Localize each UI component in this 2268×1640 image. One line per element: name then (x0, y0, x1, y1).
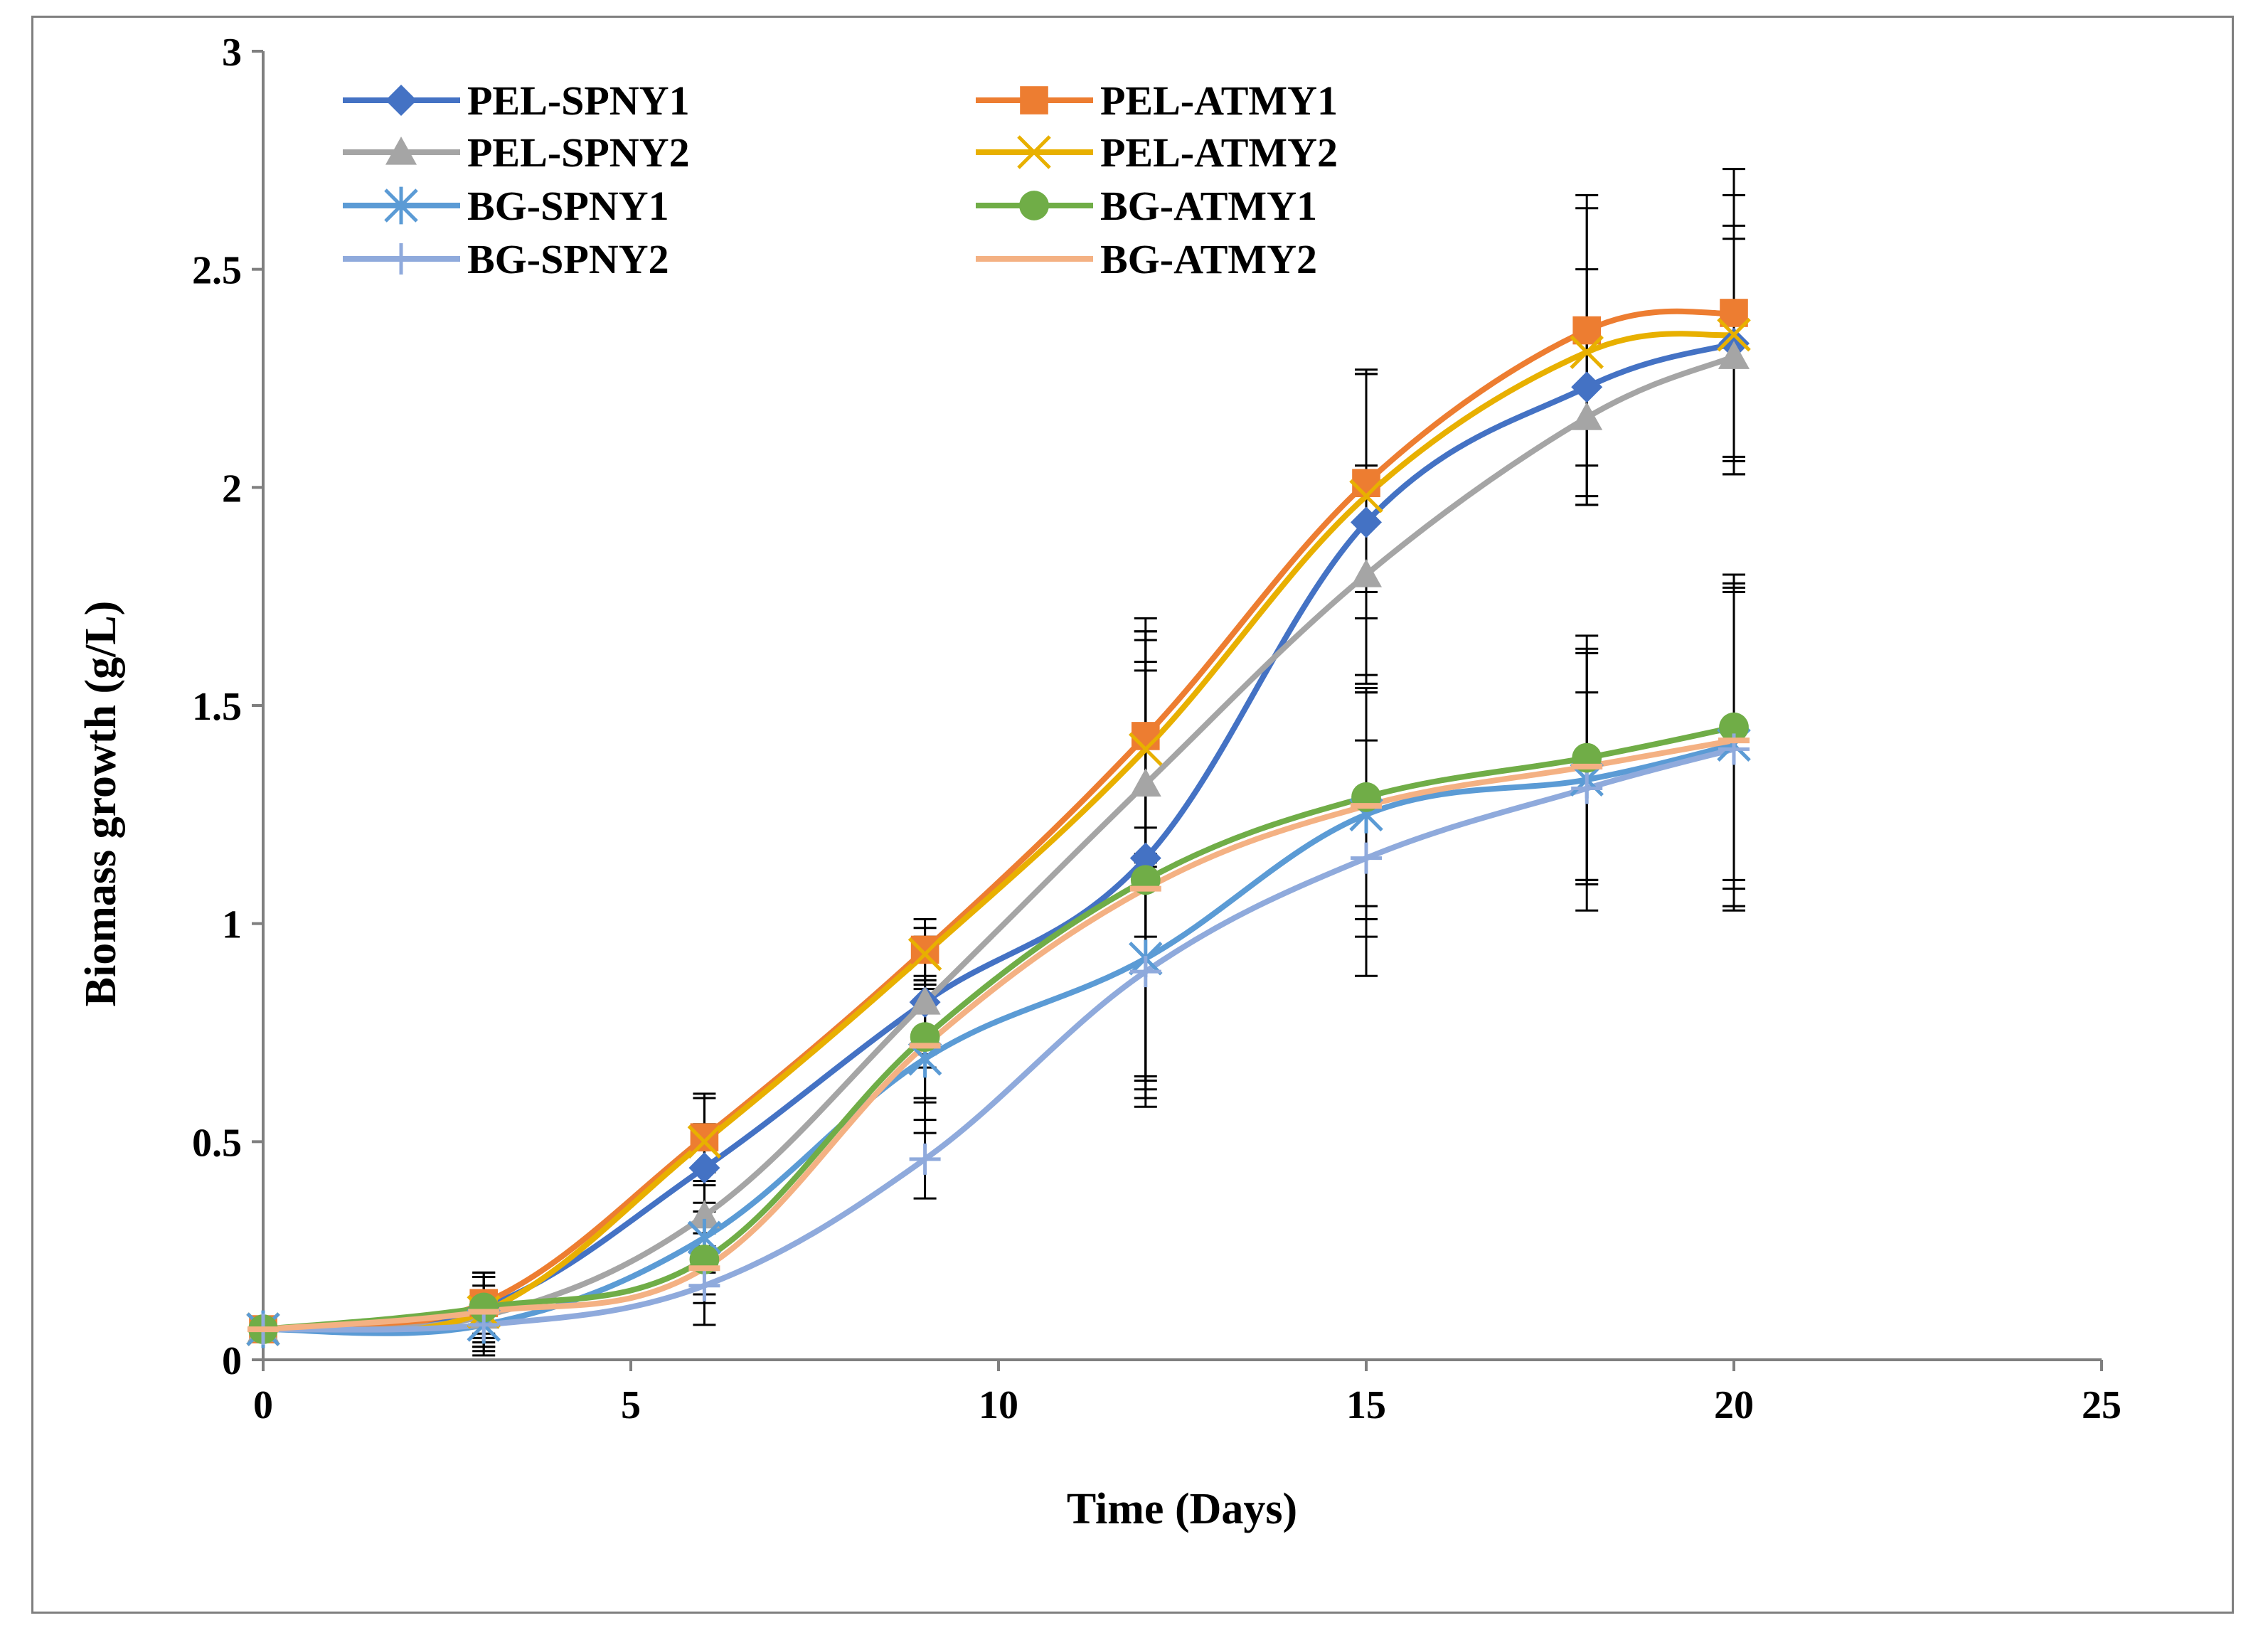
data-point-bg-spny2 (1351, 842, 1382, 874)
legend-marker (384, 186, 418, 225)
data-point-bg-spny2 (909, 1143, 941, 1175)
y-tick-label: 0 (222, 1339, 242, 1383)
legend: PEL-SPNY1 PEL-ATMY1 PEL-SPNY2 PEL-ATMY2 BG-S… (343, 78, 1338, 282)
legend-label: BG-ATMY2 (1100, 236, 1317, 282)
legend-marker (1017, 135, 1051, 169)
series-line-pel-atmy1 (260, 308, 1737, 1333)
legend-entry: PEL-SPNY2 (343, 129, 690, 176)
data-point-pel-atmy2 (1349, 479, 1383, 513)
data-point-pel-spny1 (688, 1152, 720, 1184)
legend-entry: BG-SPNY1 (343, 183, 669, 229)
x-tick-label: 15 (1346, 1383, 1386, 1427)
data-point-pel-spny2 (688, 1200, 720, 1229)
legend-entry: BG-SPNY2 (343, 236, 669, 282)
series-line-bg-atmy1 (260, 724, 1737, 1333)
x-tick-label: 20 (1714, 1383, 1754, 1427)
data-point-pel-atmy1 (1720, 299, 1748, 327)
legend-entry: PEL-ATMY1 (976, 78, 1338, 124)
series-line-pel-atmy2 (260, 331, 1737, 1335)
y-tick-label: 1 (222, 903, 242, 947)
series-line-pel-spny1 (260, 340, 1737, 1333)
legend-label: PEL-SPNY2 (467, 129, 690, 176)
data-point-pel-atmy1 (690, 1123, 719, 1151)
chart-frame (31, 16, 2234, 1614)
data-point-bg-spny2 (1129, 956, 1161, 988)
data-point-bg-atmy1 (469, 1292, 499, 1323)
data-point-pel-atmy2 (687, 1124, 722, 1159)
data-point-pel-spny1 (1129, 842, 1161, 874)
data-point-bg-spny2 (688, 1269, 720, 1301)
legend-marker (1020, 86, 1048, 115)
legend-label: BG-SPNY1 (467, 183, 669, 229)
data-point-pel-spny2 (1571, 402, 1603, 430)
data-point-pel-spny2 (1351, 559, 1382, 587)
data-point-pel-atmy1 (1572, 316, 1601, 345)
x-tick-label: 10 (979, 1383, 1018, 1427)
data-point-bg-atmy1 (1719, 712, 1749, 742)
legend-label: PEL-ATMY1 (1100, 78, 1338, 124)
data-point-pel-atmy2 (1129, 732, 1163, 767)
series-line-bg-atmy2 (260, 738, 1737, 1333)
data-point-pel-atmy2 (907, 937, 942, 971)
y-tick-label: 3 (222, 31, 242, 75)
y-tick-label: 0.5 (192, 1121, 242, 1165)
y-tick-label: 2 (222, 467, 242, 511)
data-point-pel-atmy1 (1132, 722, 1160, 750)
x-tick-label: 25 (2082, 1383, 2121, 1427)
axes: 0 0.5 1 1.5 2 2.5 3 0 5 10 15 20 25 (192, 31, 2121, 1427)
series-markers (246, 299, 1751, 1348)
data-point-pel-spny2 (909, 986, 941, 1015)
legend-label: BG-SPNY2 (467, 236, 669, 282)
data-point-pel-spny2 (1718, 341, 1750, 369)
data-point-pel-atmy1 (1352, 469, 1380, 497)
y-axis-title: Biomass growth (g/L) (77, 601, 125, 1007)
legend-entry: PEL-ATMY2 (976, 129, 1338, 176)
legend-marker (385, 137, 417, 165)
legend-marker (1019, 191, 1049, 220)
legend-label: PEL-SPNY1 (467, 78, 690, 124)
series-line-bg-spny1 (260, 742, 1737, 1336)
legend-marker (385, 85, 417, 116)
series-line-pel-spny2 (260, 353, 1737, 1333)
legend-entry: BG-ATMY2 (976, 236, 1317, 282)
data-point-pel-spny2 (1129, 768, 1161, 797)
series-line-bg-spny2 (260, 746, 1737, 1333)
series-lines (260, 308, 1737, 1336)
y-tick-label: 2.5 (192, 249, 242, 293)
legend-label: PEL-ATMY2 (1100, 129, 1338, 176)
legend-label: BG-ATMY1 (1100, 183, 1317, 229)
legend-entry: PEL-SPNY1 (343, 78, 690, 124)
data-point-pel-atmy2 (1717, 317, 1751, 352)
y-tick-label: 1.5 (192, 685, 242, 729)
x-tick-label: 0 (253, 1383, 273, 1427)
data-point-bg-spny2 (1571, 772, 1603, 804)
x-tick-label: 5 (621, 1383, 641, 1427)
legend-entry: BG-ATMY1 (976, 183, 1317, 229)
data-point-pel-spny1 (1571, 371, 1603, 403)
x-axis-title: Time (Days) (1067, 1485, 1297, 1533)
legend-marker (385, 243, 417, 275)
data-point-pel-atmy1 (910, 935, 939, 964)
data-point-pel-atmy2 (1570, 335, 1604, 369)
data-point-pel-spny1 (1351, 506, 1382, 538)
